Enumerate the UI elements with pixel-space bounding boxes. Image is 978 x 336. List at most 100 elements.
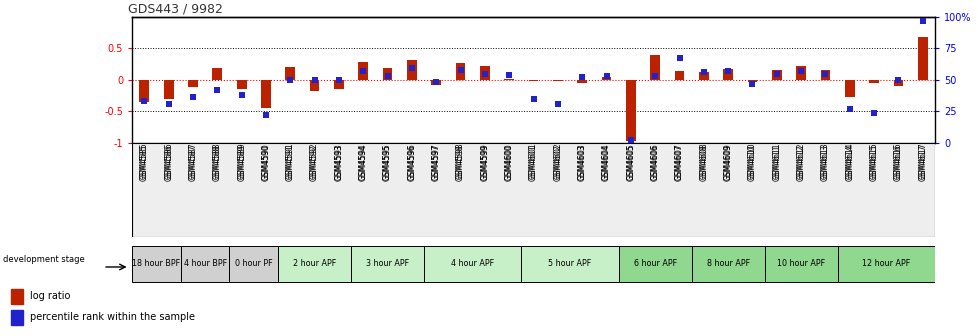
- Point: [599, 73, 614, 79]
- Text: GSM4587: GSM4587: [189, 143, 198, 179]
- Bar: [11, 310, 22, 325]
- Point: [355, 68, 371, 74]
- Bar: [11, 289, 22, 304]
- Bar: [795, 66, 805, 80]
- Text: GSM4596: GSM4596: [407, 143, 416, 179]
- Text: GSM4598: GSM4598: [456, 145, 465, 181]
- Text: GSM4607: GSM4607: [674, 145, 684, 181]
- Point: [525, 96, 541, 101]
- Text: GSM4616: GSM4616: [893, 143, 902, 179]
- Text: log ratio: log ratio: [29, 291, 69, 301]
- Point: [136, 98, 152, 104]
- Point: [768, 71, 783, 76]
- Bar: [674, 71, 684, 80]
- Text: development stage: development stage: [3, 255, 84, 264]
- Bar: [333, 80, 343, 89]
- Bar: [698, 72, 708, 80]
- Text: GSM4604: GSM4604: [601, 145, 610, 181]
- Text: 2 hour APF: 2 hour APF: [292, 259, 335, 268]
- Bar: [649, 55, 659, 80]
- Text: GSM4603: GSM4603: [577, 143, 586, 179]
- Text: GSM4610: GSM4610: [747, 145, 756, 181]
- Bar: [351, 246, 423, 282]
- Bar: [139, 80, 149, 102]
- Text: GSM4588: GSM4588: [212, 145, 222, 181]
- Text: GSM4615: GSM4615: [868, 145, 877, 181]
- Bar: [212, 69, 222, 80]
- Point: [695, 70, 711, 75]
- Bar: [358, 62, 368, 80]
- Bar: [553, 80, 562, 81]
- Point: [404, 66, 420, 71]
- Point: [258, 112, 274, 118]
- Text: GSM4611: GSM4611: [772, 143, 780, 179]
- Point: [234, 92, 249, 98]
- Bar: [772, 70, 780, 80]
- Text: GSM4605: GSM4605: [626, 143, 635, 179]
- Text: 4 hour APF: 4 hour APF: [451, 259, 494, 268]
- Bar: [844, 80, 854, 97]
- Text: GSM4612: GSM4612: [796, 143, 805, 179]
- Bar: [618, 246, 691, 282]
- Bar: [504, 79, 513, 80]
- Text: GSM4614: GSM4614: [844, 143, 854, 179]
- Text: GSM4587: GSM4587: [189, 145, 198, 181]
- Text: 3 hour APF: 3 hour APF: [366, 259, 409, 268]
- Text: GSM4617: GSM4617: [917, 143, 926, 179]
- Bar: [764, 246, 837, 282]
- Text: GSM4593: GSM4593: [334, 145, 343, 181]
- Text: GSM4599: GSM4599: [480, 143, 489, 179]
- Bar: [868, 80, 878, 83]
- Point: [744, 81, 760, 86]
- Text: GSM4589: GSM4589: [237, 145, 245, 181]
- Text: GSM4598: GSM4598: [456, 143, 465, 179]
- Text: GSM4596: GSM4596: [407, 145, 416, 181]
- Point: [841, 106, 857, 112]
- Point: [160, 101, 176, 107]
- Text: GSM4611: GSM4611: [772, 145, 780, 181]
- Text: GSM4600: GSM4600: [505, 145, 513, 181]
- Point: [185, 95, 200, 100]
- Text: 6 hour APF: 6 hour APF: [633, 259, 676, 268]
- Text: GSM4591: GSM4591: [286, 145, 294, 181]
- Text: GSM4610: GSM4610: [747, 143, 756, 179]
- Bar: [261, 80, 271, 108]
- Text: GSM4616: GSM4616: [893, 145, 902, 181]
- Bar: [455, 63, 465, 80]
- Point: [914, 18, 930, 23]
- Text: 5 hour APF: 5 hour APF: [548, 259, 591, 268]
- Text: GSM4590: GSM4590: [261, 143, 270, 179]
- Text: GSM4590: GSM4590: [261, 145, 270, 181]
- Text: GSM4588: GSM4588: [212, 143, 222, 179]
- Text: GSM4592: GSM4592: [310, 143, 319, 179]
- Bar: [893, 80, 903, 86]
- Bar: [229, 246, 278, 282]
- Text: GSM4617: GSM4617: [917, 145, 926, 181]
- Text: GSM4591: GSM4591: [286, 143, 294, 179]
- Bar: [528, 80, 538, 81]
- Text: 8 hour APF: 8 hour APF: [706, 259, 749, 268]
- Text: GSM4594: GSM4594: [358, 145, 368, 181]
- Text: GSM4608: GSM4608: [698, 143, 708, 179]
- Point: [671, 56, 687, 61]
- Text: 12 hour APF: 12 hour APF: [862, 259, 910, 268]
- Point: [283, 77, 298, 83]
- Point: [428, 80, 444, 85]
- Point: [720, 68, 735, 74]
- Text: 18 hour BPF: 18 hour BPF: [132, 259, 180, 268]
- Text: GSM4606: GSM4606: [650, 145, 659, 181]
- Text: GSM4608: GSM4608: [698, 145, 708, 181]
- Text: GSM4606: GSM4606: [650, 143, 659, 179]
- Point: [550, 101, 565, 107]
- Bar: [286, 67, 294, 80]
- Bar: [188, 80, 198, 87]
- Text: GSM4586: GSM4586: [164, 143, 173, 179]
- Text: 10 hour APF: 10 hour APF: [777, 259, 824, 268]
- Text: GSM4585: GSM4585: [140, 145, 149, 181]
- Point: [574, 75, 590, 80]
- Bar: [577, 80, 587, 83]
- Text: GSM4597: GSM4597: [431, 143, 440, 179]
- Bar: [747, 80, 757, 82]
- Text: GSM4613: GSM4613: [821, 143, 829, 179]
- Text: GSM4594: GSM4594: [358, 143, 368, 179]
